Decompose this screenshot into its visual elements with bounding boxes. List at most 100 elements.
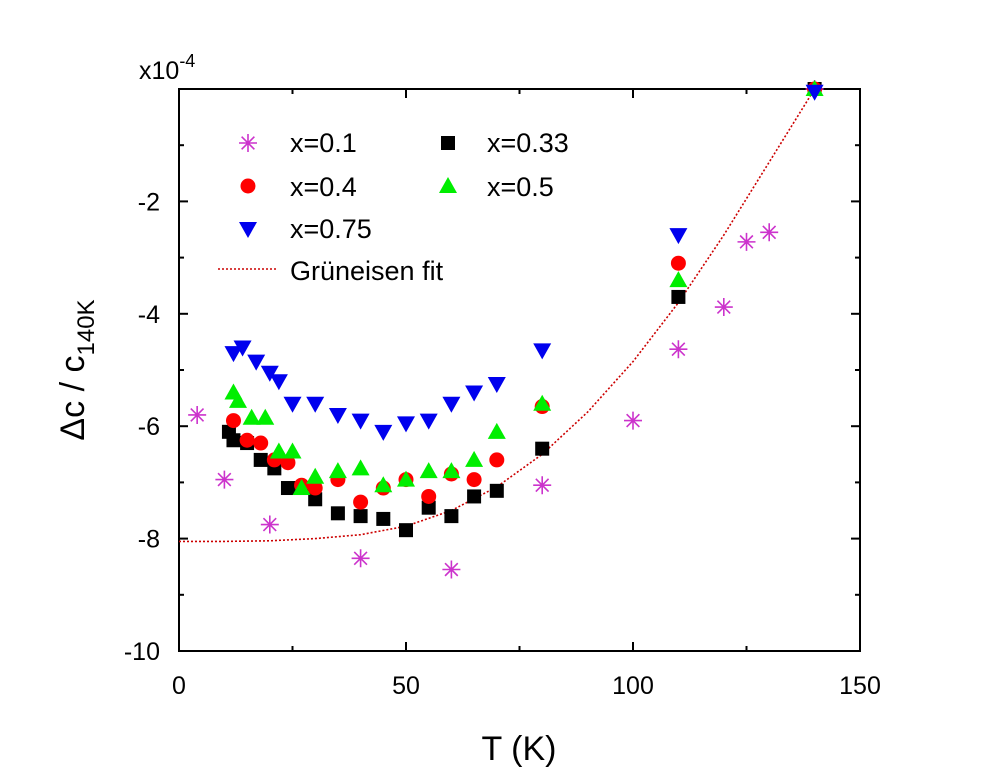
legend-symbol-square: [441, 136, 455, 150]
legend-item-x04: x=0.4: [240, 172, 357, 202]
y-multiplier-label: x10-4: [139, 51, 195, 85]
data-point: [714, 298, 733, 317]
points-layer: [188, 80, 824, 579]
legend-symbol-asterisk: [239, 134, 257, 152]
data-point: [308, 492, 323, 507]
data-point: [351, 549, 370, 568]
data-point: [239, 432, 255, 448]
data-point: [671, 289, 686, 304]
data-point: [256, 408, 275, 425]
data-point: [465, 385, 484, 402]
data-point: [351, 413, 370, 430]
data-point: [260, 365, 279, 382]
data-point: [280, 455, 296, 471]
data-point: [421, 488, 437, 504]
legend-item-fit: Grüneisen fit: [218, 256, 444, 286]
legend-item-x075: x=0.75: [239, 214, 372, 244]
y-tick-label: -6: [138, 413, 160, 441]
data-point: [419, 413, 438, 430]
series-x075: [224, 84, 824, 441]
data-point: [353, 494, 369, 510]
data-point: [253, 435, 269, 451]
data-point: [399, 523, 413, 538]
data-point: [442, 560, 461, 579]
legend-label: x=0.5: [487, 172, 554, 202]
data-point: [353, 509, 368, 524]
data-point: [242, 408, 261, 425]
data-point: [465, 450, 484, 467]
y-tick-label: -4: [138, 301, 160, 329]
legend: x=0.1 x=0.33 x=0.4 x=0.5 x=0.75 Grüneise…: [218, 128, 569, 286]
legend-item-x05: x=0.5: [439, 172, 554, 202]
data-point: [487, 377, 506, 394]
legend-label: x=0.33: [487, 128, 569, 158]
x-tick-label: 150: [839, 672, 881, 700]
data-point: [442, 462, 461, 479]
x-tick-label: 50: [392, 672, 420, 700]
x-axis-title: T (K): [482, 730, 557, 768]
data-point: [737, 232, 756, 251]
legend-label: x=0.75: [290, 214, 372, 244]
y-axis-title: Δc / c140K: [54, 299, 100, 440]
data-point: [489, 483, 504, 498]
data-point: [421, 500, 436, 515]
y-tick-label: -10: [124, 638, 160, 666]
legend-symbol-triangle-up: [439, 177, 457, 193]
x-tick-label: 100: [612, 672, 654, 700]
data-point: [306, 396, 325, 413]
axis-ticks: [178, 89, 861, 652]
legend-label: x=0.4: [290, 172, 357, 202]
data-point: [397, 470, 415, 487]
legend-marker: [439, 177, 457, 193]
data-point: [260, 515, 279, 534]
data-point: [351, 459, 370, 476]
data-point: [805, 84, 824, 101]
data-point: [669, 340, 688, 359]
data-point: [328, 462, 347, 479]
y-axis-title-sub: 140K: [73, 299, 100, 355]
legend-marker: [239, 222, 257, 238]
legend-label: Grüneisen fit: [290, 256, 444, 286]
data-point: [247, 354, 266, 371]
grueneisen-fit-line: [179, 89, 816, 543]
data-point: [374, 476, 393, 493]
data-point: [269, 442, 288, 459]
data-point: [374, 424, 393, 441]
data-point: [280, 481, 295, 496]
legend-symbol-triangle-down: [239, 222, 257, 238]
y-multiplier-base: x10: [139, 57, 179, 85]
data-point: [376, 511, 391, 526]
data-point: [283, 396, 302, 413]
data-point: [489, 452, 505, 468]
data-point: [225, 413, 241, 429]
data-point: [670, 255, 686, 271]
data-point: [444, 509, 459, 524]
data-point: [283, 442, 302, 459]
data-point: [328, 407, 347, 424]
data-point: [533, 343, 552, 360]
data-point: [397, 416, 415, 433]
legend-marker: [239, 134, 257, 152]
data-point: [229, 391, 248, 408]
legend-label: x=0.1: [290, 128, 357, 158]
data-point: [467, 489, 482, 504]
data-point: [535, 441, 550, 456]
data-point: [292, 479, 311, 496]
data-point: [442, 396, 461, 413]
y-tick-label: -8: [138, 526, 160, 554]
data-point: [487, 422, 506, 439]
data-point: [624, 411, 642, 430]
data-point: [253, 452, 268, 467]
data-point: [760, 223, 779, 242]
data-point: [306, 467, 325, 484]
data-point: [419, 462, 438, 479]
data-point: [307, 480, 323, 496]
y-multiplier-exp: -4: [179, 51, 195, 71]
fit-layer: [179, 89, 816, 543]
data-point: [669, 271, 688, 288]
legend-item-x01: x=0.1: [239, 128, 357, 158]
y-axis-title-main: Δc / c: [54, 356, 92, 441]
data-point: [269, 374, 288, 391]
data-point: [533, 394, 552, 411]
